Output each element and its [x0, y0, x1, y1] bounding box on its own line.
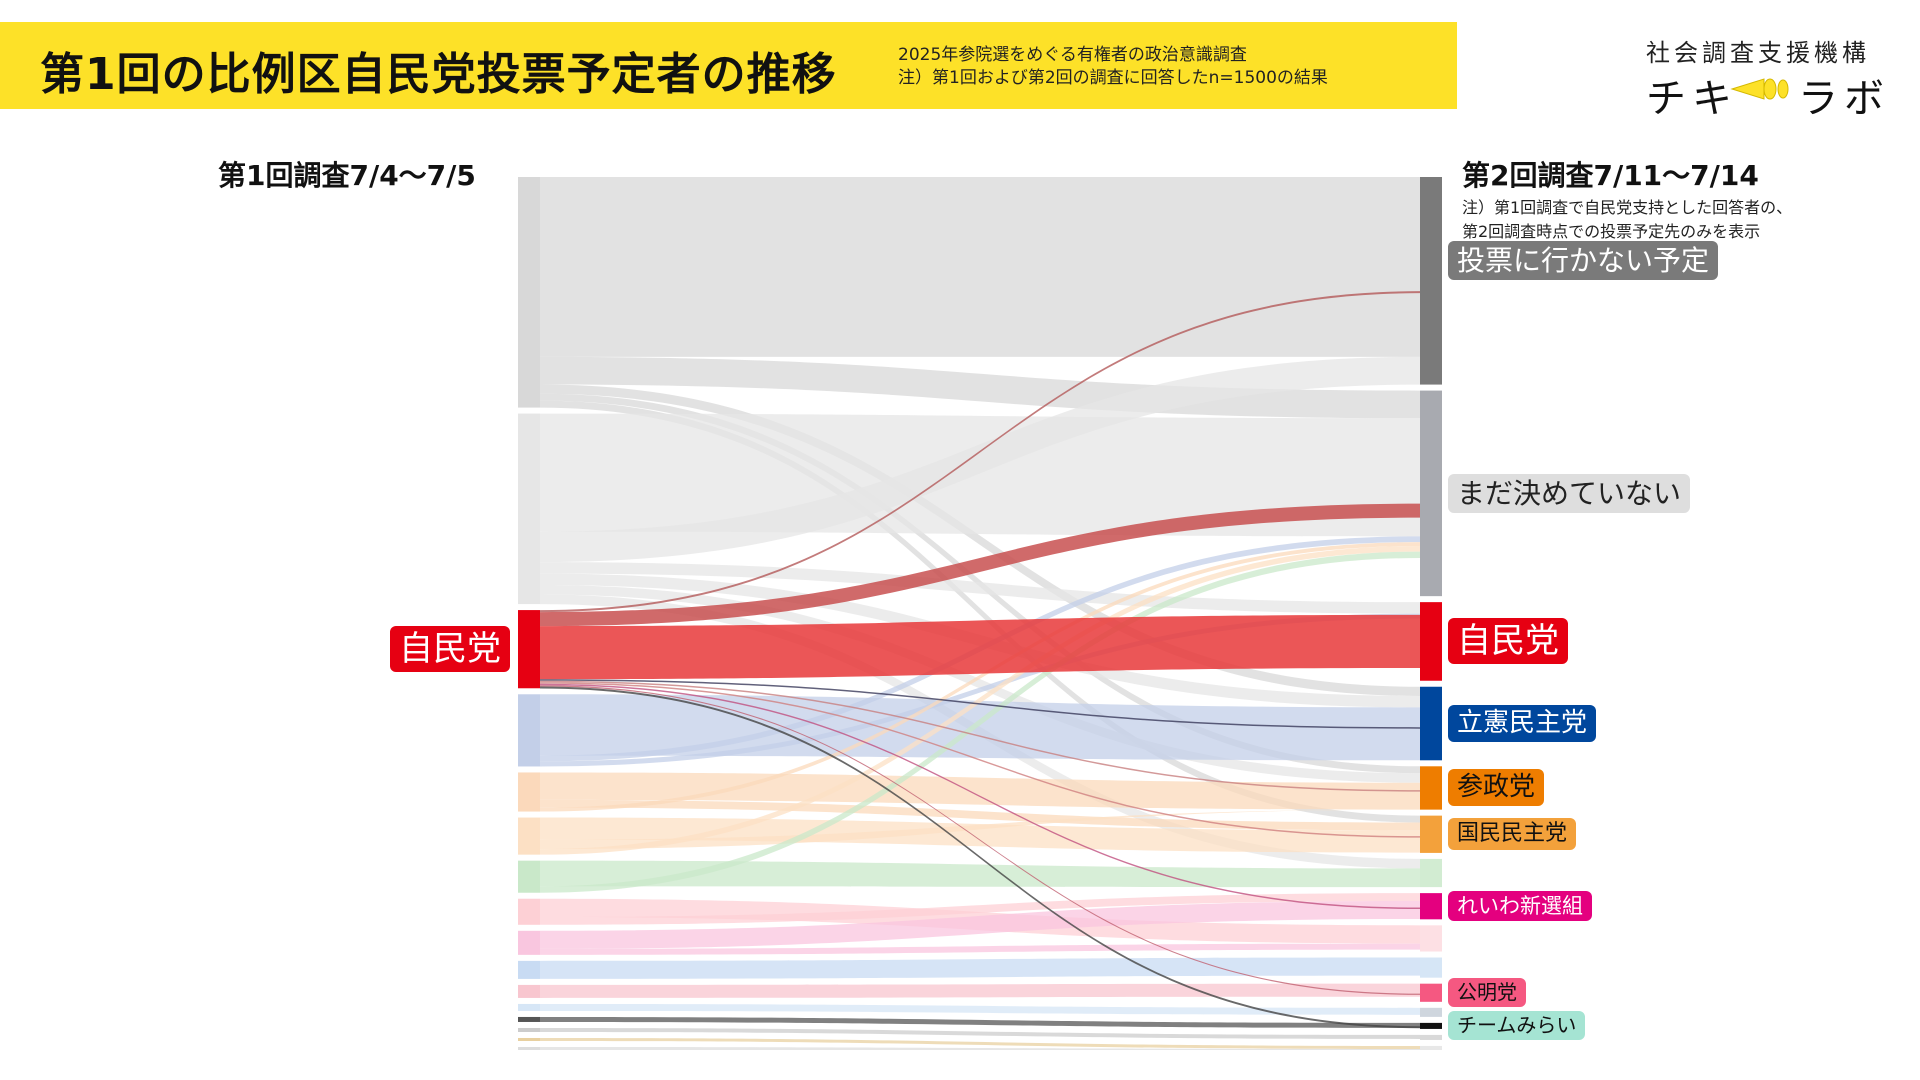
- right-node-label: 投票に行かない予定: [1448, 240, 1719, 280]
- background-flow: [540, 860, 1420, 888]
- background-flow: [540, 613, 1420, 767]
- ldp-flow: [540, 614, 1420, 680]
- background-flow: [540, 177, 1420, 357]
- right-node-bar: [1420, 858, 1442, 888]
- title-banner: [0, 22, 1457, 109]
- background-flow: [540, 546, 1420, 855]
- background-flow: [540, 400, 1420, 823]
- right-node-label: 参政党: [1448, 769, 1545, 806]
- right-node-bar: [1420, 1022, 1442, 1029]
- right-node-bar: [1420, 1034, 1442, 1040]
- right-node-bar: [1420, 766, 1442, 810]
- right-node-label: 公明党: [1448, 978, 1526, 1008]
- right-column-note: 注）第1回調査で自民党支持とした回答者の、 第2回調査時点での投票予定先のみを表…: [1462, 196, 1792, 244]
- background-flow: [540, 413, 1420, 537]
- right-node-label: 自民党: [1448, 617, 1568, 665]
- right-node-label: 国民民主党: [1448, 818, 1577, 850]
- right-column-heading: 第2回調査7/11〜7/14: [1462, 159, 1759, 192]
- background-flow: [540, 893, 1420, 925]
- right-node-bar: [1420, 815, 1442, 853]
- background-flow: [540, 943, 1420, 955]
- left-node-bar: [518, 1016, 540, 1022]
- left-node-bar: [518, 694, 540, 767]
- left-node-bar: [518, 930, 540, 955]
- background-flow: [540, 957, 1420, 979]
- org-name: 社会調査支援機構: [1646, 39, 1870, 67]
- left-node-bar: [518, 177, 540, 408]
- subtitle-line-2: 注）第1回および第2回の調査に回答したn=1500の結果: [898, 68, 1328, 88]
- left-node-bar: [518, 898, 540, 925]
- background-flow: [540, 356, 1420, 563]
- right-node-bar: [1420, 602, 1442, 681]
- left-node-bar: [518, 1046, 540, 1050]
- left-node-bar: [518, 1037, 540, 1041]
- background-flow: [540, 799, 1420, 831]
- background-flow: [540, 900, 1420, 949]
- background-flow: [540, 585, 1420, 783]
- background-flow: [540, 817, 1420, 853]
- left-node-bar: [518, 1003, 540, 1011]
- right-node-bar: [1420, 390, 1442, 597]
- ldp-flow: [540, 686, 1420, 1029]
- left-node-bar: [518, 817, 540, 855]
- left-node-bar: [518, 413, 540, 605]
- right-node-bar: [1420, 1045, 1442, 1050]
- right-node-bar: [1420, 893, 1442, 920]
- right-note-line-1: 注）第1回調査で自民党支持とした回答者の、: [1462, 198, 1793, 217]
- background-flow: [540, 1003, 1420, 1015]
- background-flow: [540, 384, 1420, 696]
- logo-text-right: ラボ: [1798, 76, 1890, 122]
- left-column-heading: 第1回調査7/4〜7/5: [218, 159, 476, 192]
- right-node-bar: [1420, 177, 1442, 385]
- background-flow: [540, 809, 1420, 850]
- right-note-line-2: 第2回調査時点での投票予定先のみを表示: [1462, 222, 1761, 241]
- background-flow: [540, 562, 1420, 614]
- right-node-label: れいわ新選組: [1448, 891, 1592, 922]
- left-node-bar: [518, 772, 540, 812]
- left-node-label-ldp: 自民党: [390, 625, 510, 673]
- background-flow: [540, 1027, 1420, 1039]
- background-flow: [540, 983, 1420, 998]
- right-node-bar: [1420, 925, 1442, 952]
- ldp-flow: [540, 291, 1420, 613]
- ldp-flow: [540, 503, 1420, 627]
- right-node-bar: [1420, 1007, 1442, 1017]
- subtitle: 2025年参院選をめぐる有権者の政治意識調査 注）第1回および第2回の調査に回答…: [898, 44, 1328, 90]
- background-flow: [540, 1037, 1420, 1049]
- background-flow: [540, 1046, 1420, 1050]
- background-flow: [540, 1016, 1420, 1028]
- subtitle-line-1: 2025年参院選をめぐる有権者の政治意識調査: [898, 45, 1247, 65]
- megaphone-icon: [1730, 78, 1789, 100]
- right-node-label: 立憲民主党: [1448, 705, 1597, 742]
- ldp-flow: [540, 680, 1420, 792]
- background-flow: [540, 542, 1420, 812]
- background-flow: [540, 694, 1420, 761]
- ldp-flow: [540, 679, 1420, 729]
- right-node-bar: [1420, 983, 1442, 1002]
- node-bars: [518, 177, 1442, 1050]
- left-node-bar: [518, 610, 540, 689]
- ldp-flow: [540, 682, 1420, 838]
- left-node-bar: [518, 1027, 540, 1032]
- left-node-bar: [518, 860, 540, 893]
- left-node-bar: [518, 984, 540, 998]
- left-node-bar: [518, 960, 540, 979]
- ldp-flow: [540, 683, 1420, 910]
- right-node-bar: [1420, 957, 1442, 978]
- ldp-flows: [540, 291, 1420, 1029]
- right-node-bar: [1420, 686, 1442, 761]
- background-flow: [540, 551, 1420, 893]
- right-node-label: チームみらい: [1448, 1011, 1586, 1041]
- ldp-flow: [540, 685, 1420, 995]
- page-title: 第1回の比例区自民党投票予定者の推移: [40, 49, 837, 100]
- logo-text-left: チキ: [1646, 76, 1738, 122]
- right-node-label: まだ決めていない: [1448, 473, 1691, 513]
